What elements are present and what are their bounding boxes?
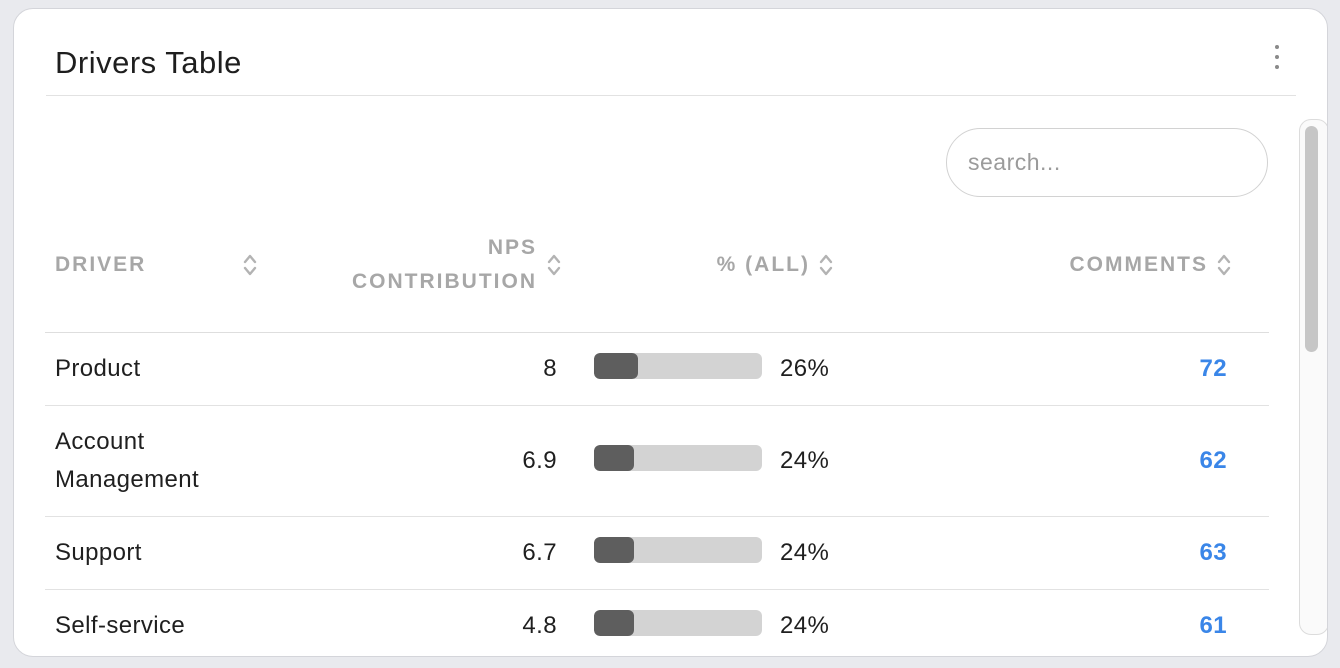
driver-name: Account Management bbox=[55, 423, 199, 499]
sort-driver-icon[interactable] bbox=[242, 251, 258, 279]
column-header-comments[interactable]: COMMENTS bbox=[1069, 253, 1208, 276]
sort-nps-icon[interactable] bbox=[546, 251, 562, 279]
scrollbar-thumb[interactable] bbox=[1305, 126, 1318, 352]
pct-bar bbox=[594, 610, 762, 636]
nps-contribution-value: 4.8 bbox=[522, 612, 557, 639]
pct-value: 24% bbox=[780, 447, 830, 474]
comments-count-link[interactable]: 72 bbox=[1199, 355, 1227, 382]
comments-count-link[interactable]: 61 bbox=[1199, 612, 1227, 639]
drivers-table-widget: Drivers Table DRIVER NPS CONTRIBUTION % … bbox=[13, 8, 1328, 657]
driver-name-line1: Account bbox=[55, 428, 145, 455]
header-divider bbox=[45, 332, 1269, 333]
pct-bar-fill bbox=[594, 537, 635, 563]
pct-value: 24% bbox=[780, 612, 830, 639]
pct-bar-fill bbox=[594, 445, 635, 471]
pct-bar bbox=[594, 445, 762, 471]
pct-bar-fill bbox=[594, 610, 635, 636]
menu-dot bbox=[1275, 45, 1279, 49]
pct-bar bbox=[594, 537, 762, 563]
row-divider bbox=[45, 405, 1269, 406]
comments-count-link[interactable]: 63 bbox=[1199, 539, 1227, 566]
nps-contribution-value: 6.9 bbox=[522, 447, 557, 474]
column-header-nps-line1: NPS bbox=[487, 236, 537, 259]
driver-name: Product bbox=[55, 355, 141, 382]
column-header-nps-contribution[interactable]: NPS CONTRIBUTION bbox=[304, 231, 537, 299]
driver-name: Support bbox=[55, 539, 142, 566]
pct-bar-fill bbox=[594, 353, 638, 379]
title-divider bbox=[46, 95, 1296, 96]
column-header-pct-all[interactable]: % (ALL) bbox=[716, 253, 810, 276]
sort-comments-icon[interactable] bbox=[1216, 251, 1232, 279]
driver-name-line2: Management bbox=[55, 466, 200, 493]
sort-pct-icon[interactable] bbox=[818, 251, 834, 279]
widget-title: Drivers Table bbox=[55, 45, 242, 80]
nps-contribution-value: 6.7 bbox=[522, 539, 557, 566]
comments-count-link[interactable]: 62 bbox=[1199, 447, 1227, 474]
kebab-menu-icon[interactable] bbox=[1267, 43, 1287, 71]
column-header-nps-line2: CONTRIBUTION bbox=[352, 270, 537, 293]
menu-dot bbox=[1275, 55, 1279, 59]
pct-bar bbox=[594, 353, 762, 379]
search-input[interactable] bbox=[946, 128, 1268, 197]
row-divider bbox=[45, 516, 1269, 517]
row-divider bbox=[45, 589, 1269, 590]
column-header-driver[interactable]: DRIVER bbox=[55, 253, 147, 276]
pct-value: 26% bbox=[780, 355, 830, 382]
driver-name: Self-service bbox=[55, 612, 186, 639]
nps-contribution-value: 8 bbox=[543, 355, 557, 382]
menu-dot bbox=[1275, 65, 1279, 69]
pct-value: 24% bbox=[780, 539, 830, 566]
